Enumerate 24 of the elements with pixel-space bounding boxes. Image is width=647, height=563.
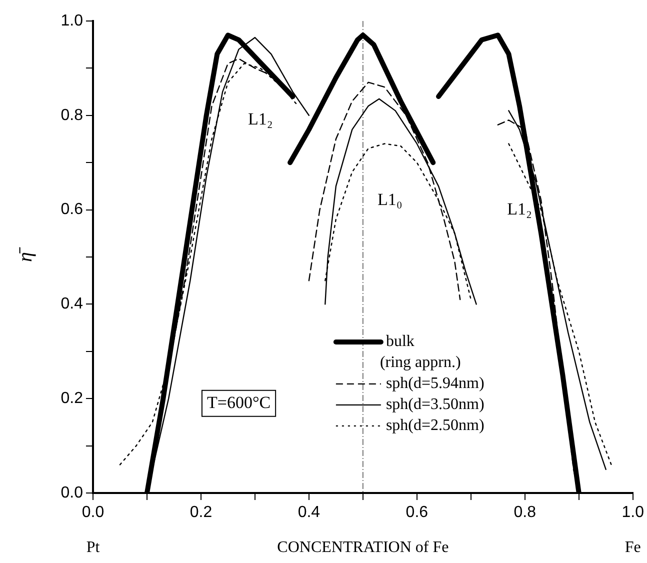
x-tick-label: 0.0: [82, 504, 104, 522]
legend-label: sph(d=3.50nm): [386, 396, 484, 414]
x-tick-label: 0.6: [406, 504, 428, 522]
y-tick-label: 0.0: [60, 484, 84, 502]
y-axis-title: η̄: [14, 247, 36, 262]
annotation: T=600°C: [206, 392, 271, 412]
annotation: L1₀: [378, 190, 402, 209]
x-axis-title: CONCENTRATION of Fe: [277, 539, 449, 556]
x-tick-label: 0.4: [298, 504, 320, 522]
legend-label: bulk (ring apprn.): [380, 333, 461, 372]
legend-label: sph(d=2.50nm): [386, 417, 484, 434]
y-tick-label: 0.6: [60, 201, 84, 218]
y-tick-label: 1.0: [60, 12, 84, 30]
annotation: L1₂: [507, 199, 532, 218]
y-tick-label: 0.4: [60, 296, 84, 313]
text: Fe: [624, 539, 641, 556]
x-tick-label: 1.0: [622, 504, 644, 522]
x-tick-label: 0.8: [514, 504, 536, 522]
y-tick-label: 0.8: [60, 106, 84, 124]
y-tick-label: 0.2: [60, 390, 84, 408]
text: Pt: [86, 539, 100, 556]
legend-label: sph(d=5.94nm): [386, 375, 484, 392]
annotation: L1₂: [248, 110, 273, 129]
x-tick-label: 0.2: [190, 504, 212, 522]
